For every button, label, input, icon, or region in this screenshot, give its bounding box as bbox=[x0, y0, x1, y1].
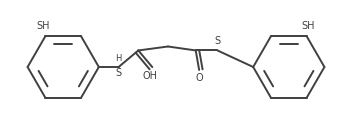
Text: H: H bbox=[115, 54, 122, 63]
Text: SH: SH bbox=[302, 21, 315, 31]
Text: O: O bbox=[195, 73, 203, 83]
Text: S: S bbox=[215, 36, 221, 46]
Text: SH: SH bbox=[37, 21, 50, 31]
Text: S: S bbox=[115, 68, 122, 78]
Text: OH: OH bbox=[143, 71, 158, 81]
